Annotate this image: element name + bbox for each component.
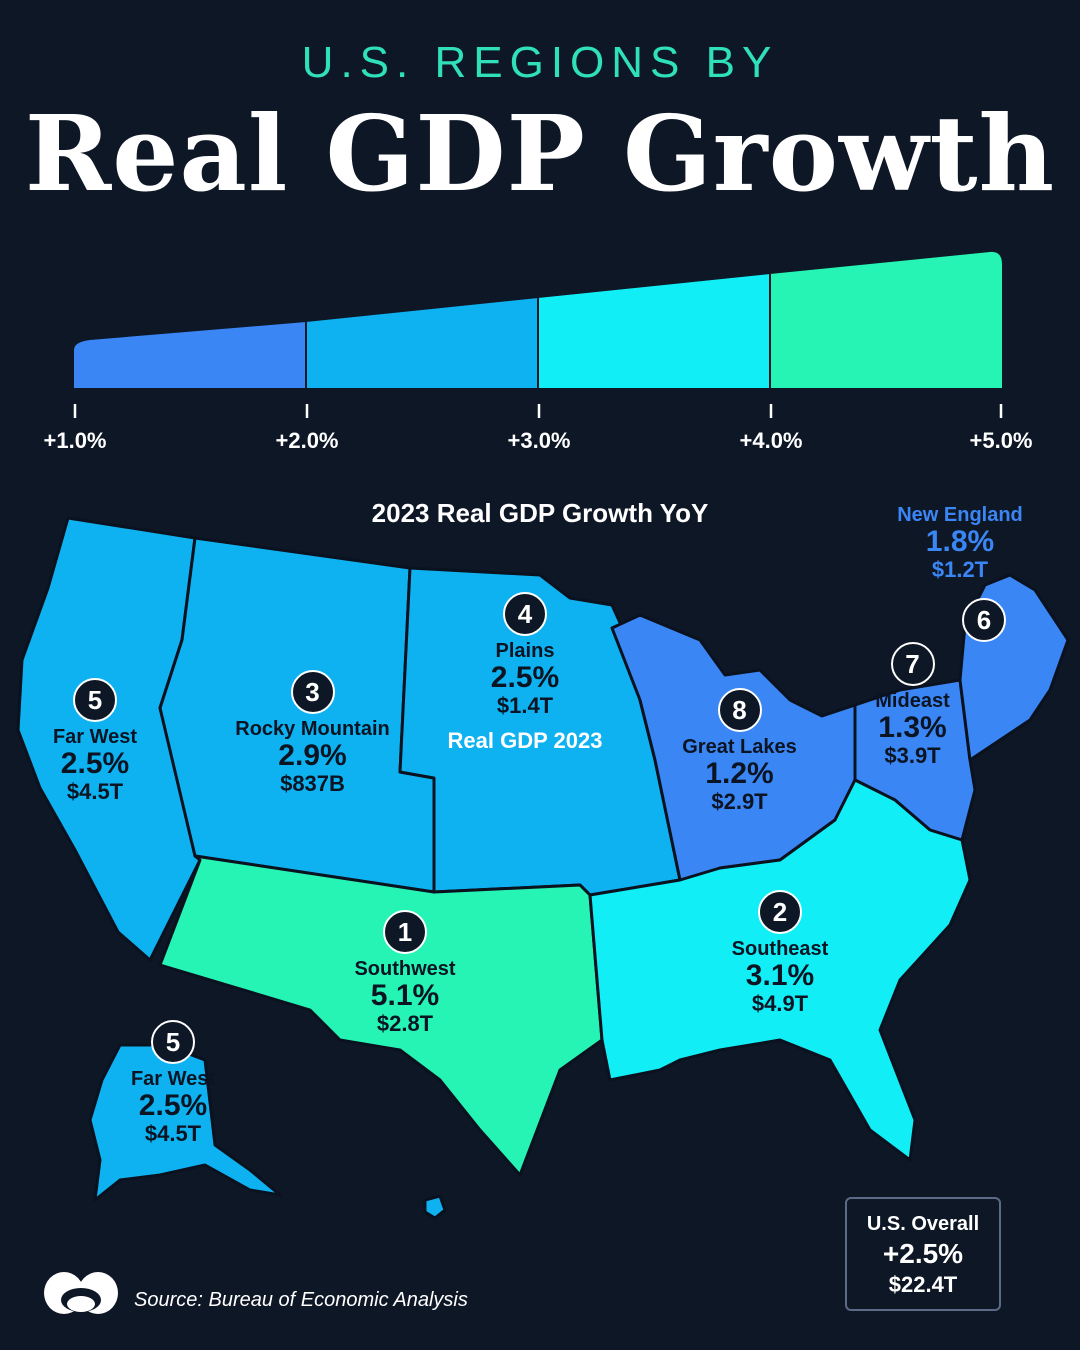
- region-gdp: $2.8T: [376, 1011, 434, 1036]
- region-growth: 2.5%: [60, 747, 130, 780]
- label-alaska: 5 Far West 2.5% $4.5T: [118, 1020, 228, 1146]
- rank-badge: 8: [717, 688, 762, 732]
- scale-tick-label-4: +4.0%: [739, 428, 803, 453]
- region-name: Southeast: [731, 938, 829, 960]
- region-name: Plains: [495, 640, 555, 662]
- label-southwest: 1 Southwest 5.1% $2.8T: [330, 910, 480, 1036]
- scale-tick-label-5: +5.0%: [969, 428, 1033, 453]
- scale-segment-1: [74, 322, 306, 388]
- region-name: Southwest: [354, 958, 456, 980]
- rank-badge: 5: [73, 678, 117, 722]
- scale-tick-label-1: +1.0%: [43, 428, 107, 453]
- label-far-west: 5 Far West 2.5% $4.5T: [40, 678, 150, 804]
- growth-scale: [73, 251, 1003, 418]
- region-growth: 5.1%: [370, 979, 440, 1012]
- main-title: Real GDP Growth: [24, 92, 1056, 215]
- us-overall-box: U.S. Overall +2.5% $22.4T: [845, 1197, 1001, 1311]
- region-gdp: $3.9T: [884, 743, 941, 768]
- region-gdp: $1.4T: [496, 693, 554, 718]
- scale-segment-4: [770, 251, 1002, 388]
- region-gdp: $4.5T: [66, 779, 124, 804]
- region-alaska-far-west: [88, 1043, 282, 1202]
- rank-badge: 5: [151, 1020, 195, 1064]
- region-name: Great Lakes: [682, 736, 797, 758]
- region-growth: 1.8%: [925, 525, 995, 558]
- region-name: Far West: [130, 1068, 216, 1090]
- overall-gdp: $22.4T: [888, 1272, 958, 1297]
- legend-title: 2023 Real GDP Growth YoY: [371, 498, 709, 528]
- publisher-logo-icon: [44, 1272, 118, 1314]
- rank-badge: 1: [383, 910, 427, 954]
- us-regions-map: [16, 516, 1070, 1220]
- region-gdp: $4.9T: [751, 991, 809, 1016]
- kicker-title: U.S. REGIONS BY: [301, 38, 779, 87]
- scale-tick-label-2: +2.0%: [275, 428, 339, 453]
- region-growth: 2.5%: [490, 661, 560, 694]
- rank-badge: 6: [962, 598, 1006, 642]
- region-growth: 1.3%: [878, 711, 947, 744]
- scale-segment-3: [538, 274, 770, 388]
- label-great-lakes: 8 Great Lakes 1.2% $2.9T: [672, 688, 807, 814]
- region-gdp: $837B: [280, 771, 345, 796]
- scale-tick-marks: [73, 404, 1003, 418]
- region-name: Rocky Mountain: [235, 718, 390, 740]
- region-growth: 1.2%: [705, 757, 774, 790]
- label-plains: 4 Plains 2.5% $1.4T: [470, 592, 580, 718]
- region-gdp: $1.2T: [931, 557, 989, 582]
- legend-gdp-label: Real GDP 2023: [447, 728, 603, 753]
- region-gdp: $4.5T: [144, 1121, 202, 1146]
- label-southeast: 2 Southeast 3.1% $4.9T: [710, 890, 850, 1016]
- label-new-england-badge: 6: [962, 598, 1006, 646]
- region-growth: 3.1%: [745, 959, 815, 992]
- region-name: New England: [897, 504, 1023, 526]
- region-southwest: [158, 854, 604, 1177]
- rank-badge: 3: [290, 670, 335, 714]
- region-gdp: $2.9T: [711, 789, 768, 814]
- source-note: Source: Bureau of Economic Analysis: [134, 1289, 468, 1311]
- region-growth: 2.9%: [278, 739, 347, 772]
- overall-label: U.S. Overall: [866, 1213, 980, 1235]
- scale-tick-label-3: +3.0%: [507, 428, 571, 453]
- overall-growth: +2.5%: [882, 1238, 964, 1269]
- region-growth: 2.5%: [138, 1089, 208, 1122]
- rank-badge: 7: [890, 642, 935, 686]
- region-southeast: [588, 778, 972, 1162]
- label-new-england: New England 1.8% $1.2T: [890, 504, 1030, 582]
- rank-badge: 2: [758, 890, 802, 934]
- rank-badge: 4: [503, 592, 547, 636]
- region-name: Far West: [52, 726, 138, 748]
- label-rocky-mountain: 3 Rocky Mountain 2.9% $837B: [225, 670, 400, 796]
- label-mideast: 7 Mideast 1.3% $3.9T: [860, 642, 965, 768]
- region-hawaii: [423, 1194, 447, 1220]
- scale-segment-2: [306, 298, 538, 388]
- region-name: Mideast: [875, 690, 950, 712]
